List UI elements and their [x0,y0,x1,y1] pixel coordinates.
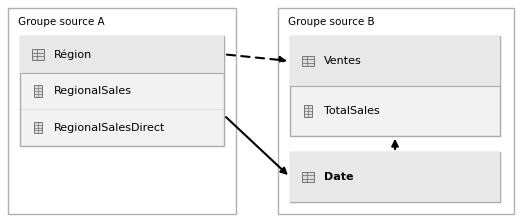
Bar [290,36,500,86]
Bar [302,172,314,182]
Bar [290,152,500,202]
Bar [33,122,42,133]
Bar [304,105,312,117]
Bar [8,8,236,214]
Text: RegionalSalesDirect: RegionalSalesDirect [54,123,165,133]
Bar [290,36,500,136]
Bar [290,152,500,202]
Text: Groupe source A: Groupe source A [18,17,104,27]
Bar [32,49,44,60]
Text: Groupe source B: Groupe source B [288,17,375,27]
Bar [278,8,514,214]
Text: RegionalSales: RegionalSales [54,86,132,96]
Bar [20,36,224,73]
Text: Région: Région [54,49,92,59]
Bar [302,56,314,66]
Text: Ventes: Ventes [324,56,362,66]
Bar [33,85,42,97]
Text: TotalSales: TotalSales [324,106,379,116]
Bar [20,36,224,146]
Text: Date: Date [324,172,353,182]
